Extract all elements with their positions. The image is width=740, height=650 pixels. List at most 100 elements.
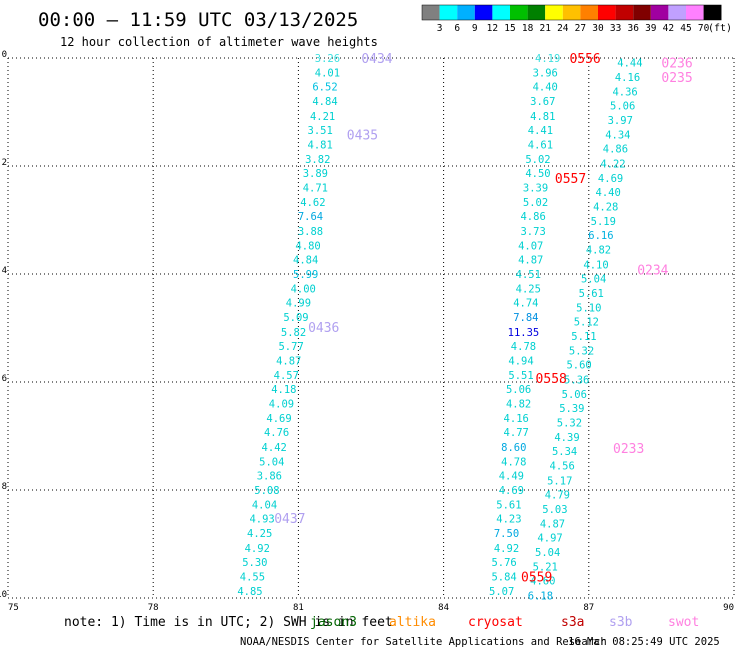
satellite-legend-jason3: jason3 bbox=[310, 615, 357, 630]
data-point-swot: 4.87 bbox=[540, 518, 565, 530]
color-scale-swatch bbox=[650, 5, 669, 20]
satellite-legend-s3b: s3b bbox=[609, 615, 633, 630]
chart-title: 00:00 – 11:59 UTC 03/13/2025 bbox=[38, 9, 358, 31]
color-scale-swatch bbox=[668, 5, 686, 20]
data-point-s3b: 4.85 bbox=[237, 586, 262, 598]
color-scale-label: 30 bbox=[592, 23, 604, 34]
color-scale: 3 6 9 12 15 18 21 24 27 30 33 36 39 42 45 70 bbox=[421, 4, 722, 34]
data-point-swot: 4.10 bbox=[583, 259, 608, 271]
data-point-s3b: 6.52 bbox=[312, 82, 337, 94]
data-point-s3a: 4.77 bbox=[504, 427, 529, 439]
x-tick-label: 84 bbox=[438, 603, 449, 613]
data-point-s3b: 4.99 bbox=[286, 298, 311, 310]
data-point-swot: 5.04 bbox=[581, 273, 606, 285]
track-time-label: 0559 bbox=[521, 570, 552, 585]
data-point-s3b: 4.71 bbox=[303, 183, 328, 195]
color-scale-label: 42 bbox=[663, 23, 674, 34]
data-point-swot: 4.79 bbox=[545, 489, 570, 501]
satellite-legend-cryosat: cryosat bbox=[468, 615, 523, 630]
y-axis-ticks: 0 -2 -4 -6 -8 -10 bbox=[0, 50, 7, 600]
data-point-s3a: 4.86 bbox=[520, 211, 545, 223]
data-point-s3a: 7.50 bbox=[494, 528, 519, 540]
data-point-swot: 5.32 bbox=[557, 418, 582, 430]
data-point-s3a: 4.82 bbox=[506, 399, 531, 411]
data-point-s3b: 4.76 bbox=[264, 427, 289, 439]
color-scale-label: 39 bbox=[645, 23, 657, 34]
color-scale-swatch bbox=[562, 5, 581, 20]
data-point-swot: 4.36 bbox=[612, 86, 637, 98]
data-point-s3a: 4.61 bbox=[528, 139, 553, 151]
color-scale-border bbox=[421, 4, 722, 21]
data-point-swot: 5.10 bbox=[576, 302, 601, 314]
data-point-swot: 5.21 bbox=[533, 562, 558, 574]
color-scale-swatch bbox=[615, 5, 634, 20]
data-point-s3b: 4.62 bbox=[300, 197, 325, 209]
data-point-s3a: 3.39 bbox=[523, 183, 548, 195]
data-point-s3a: 5.51 bbox=[508, 370, 533, 382]
color-scale-label: 18 bbox=[522, 23, 534, 34]
data-point-swot: 5.36 bbox=[564, 374, 589, 386]
data-point-swot: 4.56 bbox=[550, 461, 575, 473]
color-scale-label: 33 bbox=[610, 23, 621, 34]
x-tick-label: 81 bbox=[293, 603, 304, 613]
data-point-s3b: 3.86 bbox=[257, 470, 282, 482]
data-point-s3b: 4.42 bbox=[262, 442, 287, 454]
color-scale-swatch bbox=[510, 5, 528, 20]
data-point-swot: 5.19 bbox=[591, 216, 616, 228]
data-point-s3a: 4.74 bbox=[513, 298, 538, 310]
satellite-legend-s3a: s3a bbox=[561, 615, 584, 630]
data-point-s3a: 8.60 bbox=[501, 442, 526, 454]
data-point-s3a: 5.84 bbox=[491, 571, 516, 583]
data-point-swot: 4.16 bbox=[615, 72, 640, 84]
data-point-s3a: 4.50 bbox=[525, 168, 550, 180]
plot-area: 75 78 81 84 87 90 0 -2 -4 -6 -8 -10 3.26 4.01 6.52 4.… bbox=[0, 50, 735, 613]
color-scale-swatch bbox=[422, 5, 440, 20]
y-tick-label: -6 bbox=[0, 374, 7, 384]
data-point-swot: 4.40 bbox=[596, 187, 621, 199]
data-point-s3b: 5.04 bbox=[259, 456, 284, 468]
chart-subtitle: 12 hour collection of altimeter wave hei… bbox=[60, 35, 378, 49]
y-tick-label: -8 bbox=[0, 482, 7, 492]
data-point-swot: 5.61 bbox=[579, 288, 604, 300]
footer-timestamp: 16 Mar 08:25:49 UTC 2025 bbox=[568, 636, 720, 648]
data-point-swot: 5.03 bbox=[542, 504, 567, 516]
color-scale-label: 21 bbox=[539, 23, 551, 34]
data-point-s3b: 4.00 bbox=[291, 284, 316, 296]
data-point-s3a: 5.76 bbox=[491, 557, 516, 569]
data-point-s3a: 4.41 bbox=[528, 125, 553, 137]
data-point-swot: 4.39 bbox=[554, 432, 579, 444]
data-point-s3b: 4.92 bbox=[245, 543, 270, 555]
data-point-s3b: 4.25 bbox=[247, 528, 272, 540]
data-point-swot: 6.16 bbox=[588, 230, 613, 242]
color-scale-swatch bbox=[527, 5, 546, 20]
data-point-s3a: 4.19 bbox=[535, 53, 560, 65]
data-point-s3b: 4.87 bbox=[276, 355, 301, 367]
data-point-s3b: 4.80 bbox=[295, 240, 320, 252]
data-point-s3b: 4.01 bbox=[315, 68, 340, 80]
color-scale-swatch bbox=[545, 5, 563, 20]
color-scale-label: 27 bbox=[575, 23, 586, 34]
data-point-swot: 5.32 bbox=[569, 346, 594, 358]
y-tick-label: 0 bbox=[2, 50, 7, 60]
data-point-s3b: 4.57 bbox=[274, 370, 299, 382]
track-time-label: 0436 bbox=[308, 321, 339, 336]
data-point-s3a: 4.25 bbox=[516, 284, 541, 296]
data-point-swot: 4.69 bbox=[598, 173, 623, 185]
data-point-s3b: 4.18 bbox=[271, 384, 296, 396]
data-point-swot: 4.60 bbox=[530, 576, 555, 588]
data-point-s3b: 4.09 bbox=[269, 399, 294, 411]
satellite-legend: jason3 altika cryosat s3a s3b swot bbox=[310, 615, 699, 630]
data-point-s3a: 5.02 bbox=[523, 197, 548, 209]
data-point-s3b: 4.04 bbox=[252, 500, 277, 512]
color-scale-label: 36 bbox=[627, 23, 639, 34]
data-point-swot: 4.97 bbox=[537, 533, 562, 545]
data-point-s3a: 5.61 bbox=[496, 500, 521, 512]
data-point-s3a: 5.02 bbox=[525, 154, 550, 166]
data-point-swot: 5.06 bbox=[610, 101, 635, 113]
color-scale-label: 6 bbox=[454, 23, 460, 34]
data-point-s3a: 4.81 bbox=[530, 111, 555, 123]
color-scale-swatch bbox=[633, 5, 651, 20]
x-tick-label: 90 bbox=[723, 603, 734, 613]
data-point-swot: 4.28 bbox=[593, 202, 618, 214]
